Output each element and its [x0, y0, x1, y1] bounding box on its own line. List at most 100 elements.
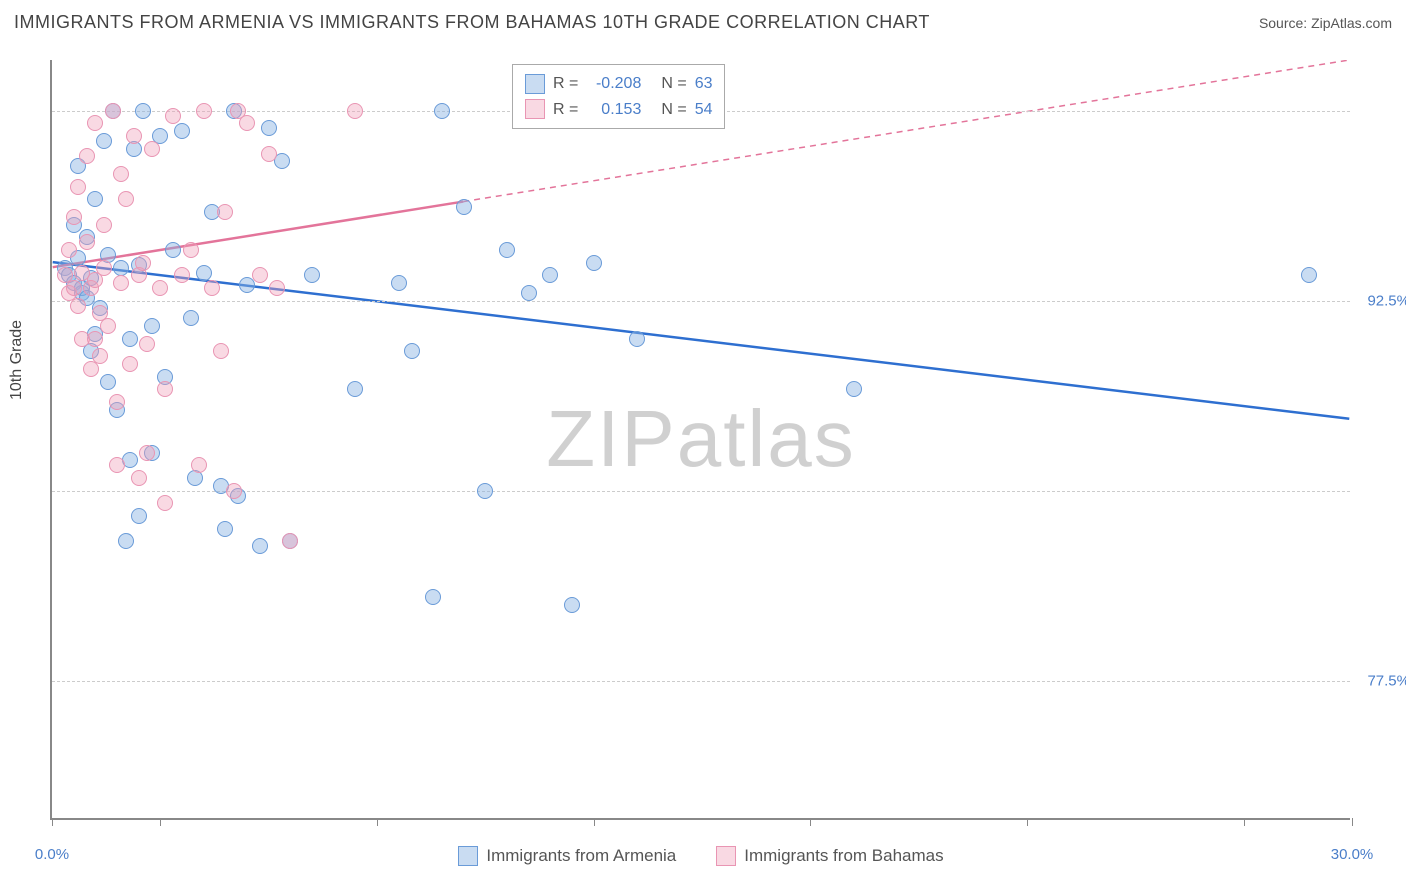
bottom-legend: Immigrants from Armenia Immigrants from B… — [52, 846, 1350, 866]
scatter-point-bahamas — [100, 318, 116, 334]
scatter-point-bahamas — [165, 108, 181, 124]
scatter-point-bahamas — [113, 275, 129, 291]
scatter-point-bahamas — [139, 445, 155, 461]
scatter-point-armenia — [174, 123, 190, 139]
scatter-point-bahamas — [87, 331, 103, 347]
scatter-point-armenia — [135, 103, 151, 119]
scatter-point-armenia — [196, 265, 212, 281]
scatter-point-armenia — [87, 191, 103, 207]
r-value: 0.153 — [586, 97, 641, 123]
scatter-point-armenia — [113, 260, 129, 276]
scatter-point-armenia — [122, 331, 138, 347]
legend-label: Immigrants from Bahamas — [744, 846, 943, 866]
x-tick — [810, 818, 811, 826]
scatter-point-bahamas — [144, 141, 160, 157]
scatter-point-bahamas — [113, 166, 129, 182]
scatter-point-bahamas — [105, 103, 121, 119]
y-axis-label: 10th Grade — [8, 320, 26, 400]
scatter-point-armenia — [521, 285, 537, 301]
n-label: N = — [661, 71, 686, 97]
scatter-point-armenia — [131, 508, 147, 524]
scatter-point-armenia — [404, 343, 420, 359]
scatter-point-bahamas — [174, 267, 190, 283]
scatter-point-armenia — [1301, 267, 1317, 283]
scatter-point-armenia — [118, 533, 134, 549]
chart-title: IMMIGRANTS FROM ARMENIA VS IMMIGRANTS FR… — [14, 12, 930, 33]
bottom-legend-item: Immigrants from Bahamas — [716, 846, 943, 866]
scatter-point-bahamas — [152, 280, 168, 296]
scatter-point-armenia — [846, 381, 862, 397]
scatter-point-armenia — [499, 242, 515, 258]
scatter-point-bahamas — [347, 103, 363, 119]
scatter-point-armenia — [183, 310, 199, 326]
scatter-point-armenia — [347, 381, 363, 397]
scatter-point-armenia — [564, 597, 580, 613]
scatter-point-armenia — [261, 120, 277, 136]
scatter-point-armenia — [304, 267, 320, 283]
scatter-point-bahamas — [183, 242, 199, 258]
legend-swatch — [458, 846, 478, 866]
scatter-point-bahamas — [135, 255, 151, 271]
scatter-point-bahamas — [261, 146, 277, 162]
scatter-point-armenia — [456, 199, 472, 215]
scatter-point-bahamas — [157, 381, 173, 397]
scatter-point-bahamas — [96, 260, 112, 276]
watermark: ZIPatlas — [546, 393, 855, 485]
scatter-point-bahamas — [126, 128, 142, 144]
scatter-point-bahamas — [66, 209, 82, 225]
scatter-point-armenia — [96, 133, 112, 149]
bottom-legend-item: Immigrants from Armenia — [458, 846, 676, 866]
stats-legend: R = -0.208 N = 63 R = 0.153 N = 54 — [512, 64, 725, 129]
scatter-point-bahamas — [61, 242, 77, 258]
scatter-point-bahamas — [217, 204, 233, 220]
swatch-bahamas — [525, 99, 545, 119]
scatter-point-bahamas — [196, 103, 212, 119]
r-label: R = — [553, 71, 578, 97]
x-tick — [594, 818, 595, 826]
stats-legend-row-armenia: R = -0.208 N = 63 — [525, 71, 712, 97]
scatter-point-bahamas — [96, 217, 112, 233]
watermark-light: atlas — [677, 394, 856, 483]
n-value: 63 — [695, 71, 713, 97]
scatter-point-bahamas — [109, 457, 125, 473]
scatter-point-bahamas — [191, 457, 207, 473]
gridline — [52, 681, 1350, 682]
gridline — [52, 491, 1350, 492]
legend-swatch — [716, 846, 736, 866]
scatter-point-bahamas — [157, 495, 173, 511]
scatter-point-bahamas — [109, 394, 125, 410]
scatter-point-bahamas — [122, 356, 138, 372]
scatter-point-bahamas — [70, 298, 86, 314]
legend-label: Immigrants from Armenia — [486, 846, 676, 866]
x-tick — [52, 818, 53, 826]
scatter-point-armenia — [425, 589, 441, 605]
scatter-point-bahamas — [226, 483, 242, 499]
n-value: 54 — [695, 97, 713, 123]
scatter-point-bahamas — [118, 191, 134, 207]
x-tick — [1352, 818, 1353, 826]
gridline — [52, 301, 1350, 302]
scatter-point-bahamas — [282, 533, 298, 549]
scatter-point-armenia — [477, 483, 493, 499]
scatter-point-bahamas — [79, 234, 95, 250]
source-label: Source: ZipAtlas.com — [1259, 15, 1392, 31]
scatter-point-bahamas — [213, 343, 229, 359]
x-tick — [377, 818, 378, 826]
scatter-point-bahamas — [131, 470, 147, 486]
chart-plot-area: ZIPatlas 77.5%92.5%0.0%30.0%R =-0.208N =… — [50, 60, 1350, 820]
scatter-point-bahamas — [70, 179, 86, 195]
x-tick — [1244, 818, 1245, 826]
scatter-point-bahamas — [252, 267, 268, 283]
r-label: R = — [553, 97, 578, 123]
r-value: -0.208 — [586, 71, 641, 97]
n-label: N = — [661, 97, 686, 123]
scatter-point-armenia — [434, 103, 450, 119]
scatter-point-bahamas — [79, 148, 95, 164]
scatter-point-armenia — [100, 374, 116, 390]
scatter-point-armenia — [586, 255, 602, 271]
scatter-point-bahamas — [92, 348, 108, 364]
y-tick-label: 92.5% — [1355, 292, 1406, 309]
scatter-point-armenia — [629, 331, 645, 347]
scatter-point-armenia — [542, 267, 558, 283]
stats-legend-row-bahamas: R = 0.153 N = 54 — [525, 97, 712, 123]
